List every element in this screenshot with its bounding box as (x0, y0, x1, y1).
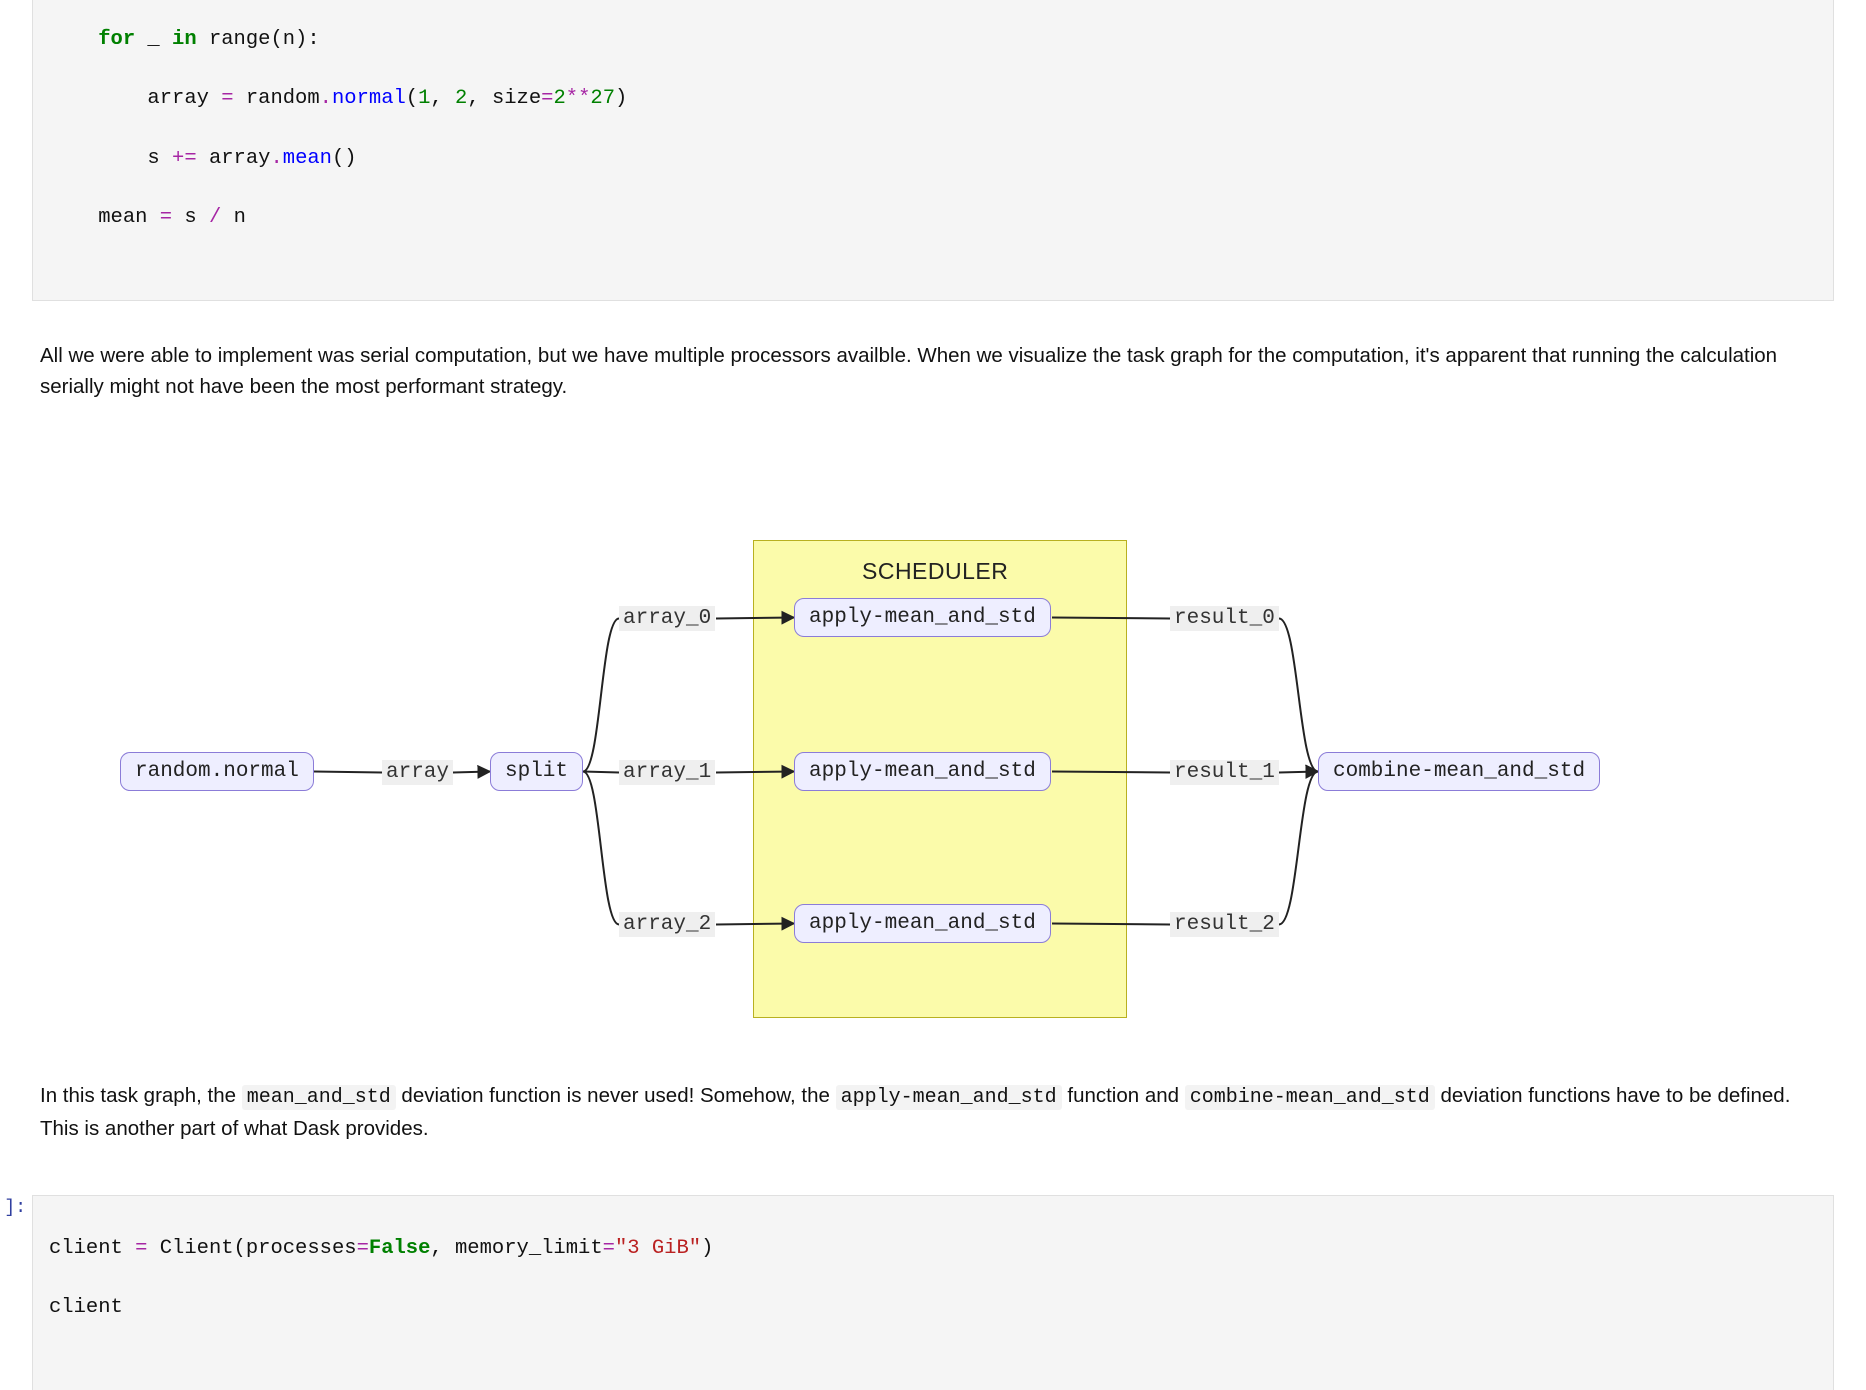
num-1: 1 (418, 87, 430, 110)
graph-edge-ap2-r2 (1052, 923, 1170, 924)
graph-node-comb: combine-mean_and_std (1318, 752, 1600, 791)
graph-node-r0: result_0 (1170, 606, 1279, 631)
code-cell-row: ]: client = Client(processes=False, memo… (0, 1195, 1866, 1390)
fn-mean: mean (283, 147, 332, 170)
comma: , (430, 87, 455, 110)
var-underscore: _ (135, 28, 172, 51)
paren-close: ) (615, 87, 627, 110)
keyword-in: in (172, 28, 197, 51)
op-assign: = (541, 87, 553, 110)
op-dot: . (320, 87, 332, 110)
indent (49, 206, 98, 229)
var-n: n (221, 206, 246, 229)
var-client-expr: client (49, 1296, 123, 1319)
prose-text-span: In this task graph, the (40, 1084, 242, 1107)
prose-text-span: All we were able to implement was serial… (40, 344, 1777, 399)
notebook-page: for _ in range(n): array = random.normal… (0, 0, 1866, 1390)
graph-node-arr: array (382, 760, 453, 785)
graph-node-ap2: apply-mean_and_std (794, 904, 1051, 943)
op-dot: . (270, 147, 282, 170)
graph-node-split: split (490, 752, 583, 791)
graph-node-r1: result_1 (1170, 760, 1279, 785)
var-s2: s (172, 206, 209, 229)
kwarg-size: , size (467, 87, 541, 110)
mod-random: random (234, 87, 320, 110)
graph-edge-r0-comb (1279, 618, 1318, 771)
indent (49, 147, 147, 170)
graph-node-a2: array_2 (619, 912, 715, 937)
paren-close: () (332, 147, 357, 170)
indent (49, 28, 98, 51)
graph-node-ap1: apply-mean_and_std (794, 752, 1051, 791)
var-mean: mean (98, 206, 160, 229)
paren-close: ) (701, 1237, 713, 1260)
var-array2: array (197, 147, 271, 170)
graph-edge-a0-ap0 (716, 617, 794, 618)
graph-edge-r1-comb (1279, 771, 1318, 772)
graph-edge-ap1-r1 (1052, 771, 1170, 772)
inline-code-mean-and-std: mean_and_std (242, 1085, 396, 1110)
num-2b: 2 (553, 87, 565, 110)
code-cell-client: client = Client(processes=False, memory_… (32, 1195, 1834, 1390)
graph-edge-split-a0 (583, 618, 619, 771)
diagram-edges (0, 470, 1866, 1030)
prose-text: All we were able to implement was serial… (40, 340, 1826, 404)
in-prompt: ]: (0, 1195, 32, 1223)
num-2: 2 (455, 87, 467, 110)
prose-text-span: deviation function is never used! Someho… (396, 1084, 836, 1107)
code-cell-loop: for _ in range(n): array = random.normal… (32, 0, 1834, 301)
graph-edge-split-a1 (583, 771, 619, 772)
op-assign: = (135, 1237, 147, 1260)
client-call: Client(processes (147, 1237, 356, 1260)
keyword-for: for (98, 28, 135, 51)
graph-node-a1: array_1 (619, 760, 715, 785)
inline-code-apply: apply-mean_and_std (836, 1085, 1062, 1110)
prose-text: In this task graph, the mean_and_std dev… (40, 1080, 1826, 1145)
graph-edge-split-a2 (583, 771, 619, 924)
graph-edge-a1-ap1 (716, 771, 794, 772)
prose-paragraph-2: In this task graph, the mean_and_std dev… (0, 1080, 1866, 1173)
literal-false: False (369, 1237, 431, 1260)
op-assign: = (160, 206, 172, 229)
graph-edge-ap0-r0 (1052, 617, 1170, 618)
num-27: 27 (590, 87, 615, 110)
op-pow: ** (566, 87, 591, 110)
op-assign: = (221, 87, 233, 110)
graph-edge-rand-arr (314, 771, 382, 772)
graph-node-r2: result_2 (1170, 912, 1279, 937)
op-div: / (209, 206, 221, 229)
var-s: s (147, 147, 172, 170)
graph-node-ap0: apply-mean_and_std (794, 598, 1051, 637)
range-call: range(n): (197, 28, 320, 51)
paren-open: ( (406, 87, 418, 110)
op-pluseq: += (172, 147, 197, 170)
indent (49, 87, 147, 110)
var-array: array (147, 87, 221, 110)
graph-node-a0: array_0 (619, 606, 715, 631)
op-assign: = (603, 1237, 615, 1260)
graph-edge-r2-comb (1279, 771, 1318, 924)
graph-edge-a2-ap2 (716, 923, 794, 924)
string-3gib: "3 GiB" (615, 1237, 701, 1260)
var-client: client (49, 1237, 135, 1260)
prose-text-span: function and (1062, 1084, 1185, 1107)
inline-code-combine: combine-mean_and_std (1185, 1085, 1435, 1110)
prose-paragraph-1: All we were able to implement was serial… (0, 301, 1866, 432)
graph-edge-arr-split (453, 771, 490, 772)
graph-node-rand: random.normal (120, 752, 314, 791)
op-assign: = (357, 1237, 369, 1260)
task-graph-diagram: SCHEDULERrandom.normalarraysplitarray_0a… (0, 470, 1866, 1030)
fn-normal: normal (332, 87, 406, 110)
kwarg-memlimit: , memory_limit (430, 1237, 602, 1260)
